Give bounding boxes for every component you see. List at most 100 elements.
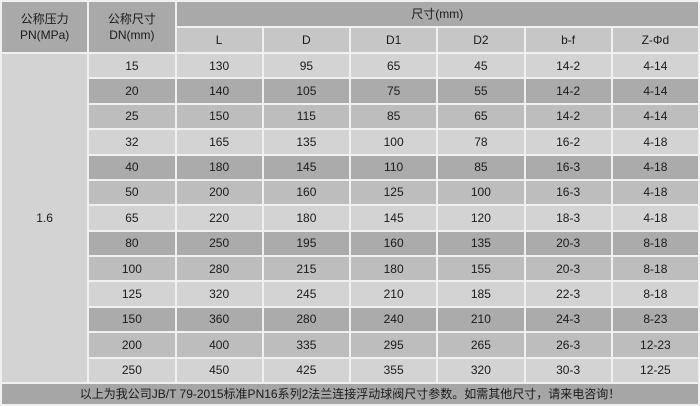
header-col-bf: b-f [525,28,611,52]
header-col-zd: Z-Φd [612,28,698,52]
table-cell: 265 [438,333,524,357]
table-cell: 4-14 [612,104,698,129]
header-pressure-unit: PN(MPa) [19,28,70,42]
table-cell: 55 [438,79,524,103]
table-cell: 280 [263,307,349,332]
table-cell: 8-18 [612,231,698,255]
header-row-subcolumns: L D D1 D2 b-f Z-Φd [2,28,698,52]
table-cell: 425 [263,358,349,382]
table-cell: 210 [438,307,524,332]
table-cell: 110 [351,155,437,179]
table-cell: 115 [263,104,349,129]
table-cell: 150 [176,104,262,129]
table-row: 32 165 135 100 78 16-2 4-18 [2,130,698,154]
table-cell: 100 [438,180,524,205]
table-cell: 8-18 [612,257,698,281]
table-cell: 150 [89,307,175,332]
table-cell: 160 [351,231,437,255]
table-row: 125 320 245 210 185 22-3 8-18 [2,282,698,306]
table-cell: 22-3 [525,282,611,306]
table-cell: 320 [438,358,524,382]
table-cell: 220 [176,206,262,230]
table-cell: 200 [176,180,262,205]
table-cell: 105 [263,79,349,103]
table-cell: 100 [351,130,437,154]
table-cell: 65 [438,104,524,129]
table-cell: 125 [351,180,437,205]
table-row: 25 150 115 85 65 14-2 4-14 [2,104,698,129]
table-cell: 50 [89,180,175,205]
header-size-unit: DN(mm) [109,28,155,42]
pn-value-cell: 1.6 [2,54,88,382]
table-cell: 160 [263,180,349,205]
table-cell: 85 [438,155,524,179]
table-cell: 85 [351,104,437,129]
table-cell: 245 [263,282,349,306]
table-cell: 200 [89,333,175,357]
table-cell: 20 [89,79,175,103]
table-row: 20 140 105 75 55 14-2 4-14 [2,79,698,103]
table-cell: 180 [176,155,262,179]
table-cell: 4-18 [612,155,698,179]
table-cell: 165 [176,130,262,154]
table-header: 公称压力 PN(MPa) 公称尺寸 DN(mm) 尺寸(mm) L D D1 D… [2,2,698,52]
table-cell: 40 [89,155,175,179]
table-row: 80 250 195 160 135 20-3 8-18 [2,231,698,255]
table-cell: 320 [176,282,262,306]
table-cell: 16-2 [525,130,611,154]
table-cell: 210 [351,282,437,306]
table-cell: 180 [351,257,437,281]
header-size-cn: 公称尺寸 [107,11,156,26]
table-cell: 12-23 [612,333,698,357]
table-cell: 8-23 [612,307,698,332]
table-cell: 18-3 [525,206,611,230]
table-cell: 240 [351,307,437,332]
table-cell: 100 [89,257,175,281]
table-row: 50 200 160 125 100 16-3 4-18 [2,180,698,205]
table-cell: 335 [263,333,349,357]
table-cell: 4-14 [612,54,698,78]
table-body: 1.6 15 130 95 65 45 14-2 4-14 20 140 105 75 55 14-2 4-… [2,54,698,382]
header-pressure-cn: 公称压力 [20,11,69,26]
table-cell: 145 [263,155,349,179]
table-cell: 95 [263,54,349,78]
table-cell: 135 [263,130,349,154]
header-dimension-group: 尺寸(mm) [176,2,698,26]
table-cell: 360 [176,307,262,332]
table-cell: 75 [351,79,437,103]
table-cell: 135 [438,231,524,255]
header-col-D2: D2 [438,28,524,52]
table-cell: 16-3 [525,180,611,205]
table-cell: 185 [438,282,524,306]
footer-note: 以上为我公司JB/T 79-2015标准PN16系列2法兰连接浮动球阀尺寸参数。… [2,384,698,404]
table-footer: 以上为我公司JB/T 79-2015标准PN16系列2法兰连接浮动球阀尺寸参数。… [2,384,698,404]
table-cell: 4-18 [612,180,698,205]
table-cell: 8-18 [612,282,698,306]
header-row-group: 公称压力 PN(MPa) 公称尺寸 DN(mm) 尺寸(mm) [2,2,698,52]
table-cell: 215 [263,257,349,281]
table-cell: 120 [438,206,524,230]
table-cell: 4-18 [612,130,698,154]
table-cell: 4-14 [612,79,698,103]
table-cell: 12-25 [612,358,698,382]
table-cell: 65 [351,54,437,78]
table-cell: 45 [438,54,524,78]
footer-row: 以上为我公司JB/T 79-2015标准PN16系列2法兰连接浮动球阀尺寸参数。… [2,384,698,404]
table-cell: 140 [176,79,262,103]
header-size: 公称尺寸 DN(mm) [89,2,175,52]
table-cell: 78 [438,130,524,154]
table-cell: 195 [263,231,349,255]
table-row: 100 280 215 180 155 20-3 8-18 [2,257,698,281]
table-cell: 400 [176,333,262,357]
table-cell: 24-3 [525,307,611,332]
table-cell: 25 [89,104,175,129]
table-cell: 15 [89,54,175,78]
table-cell: 180 [263,206,349,230]
table-cell: 80 [89,231,175,255]
table-row: 1.6 15 130 95 65 45 14-2 4-14 [2,54,698,382]
header-col-D: D [263,28,349,52]
table-cell: 250 [89,358,175,382]
table-cell: 14-2 [525,79,611,103]
table-cell: 155 [438,257,524,281]
